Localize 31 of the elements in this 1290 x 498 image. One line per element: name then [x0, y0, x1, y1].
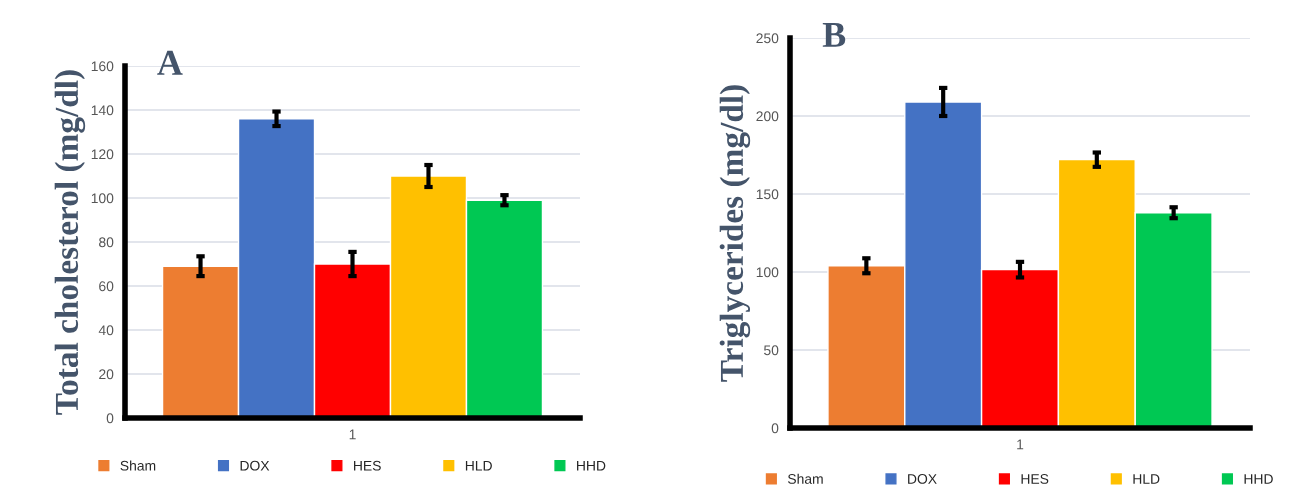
y-tick-label: 0 [106, 413, 114, 424]
legend-label: DOX [240, 460, 270, 471]
legend-label: Sham [787, 473, 823, 484]
y-tick-label: 100 [756, 267, 779, 278]
legend-label: HES [354, 460, 381, 471]
y-tick-label: 60 [99, 281, 114, 292]
legend-label: HLD [465, 460, 492, 471]
legend-label: DOX [908, 474, 937, 484]
y-axis-title: Triglycerides (mg/dl) [719, 85, 751, 382]
y-tick-label: 50 [764, 345, 779, 356]
legend-label: HES [1021, 474, 1049, 484]
y-tick-label: 200 [756, 111, 779, 122]
chart-title: A [157, 50, 183, 75]
legend-label: HHD [1244, 474, 1273, 484]
legend-label: HLD [1133, 474, 1160, 484]
y-tick-label: 160 [91, 61, 114, 72]
x-tick-label: 1 [349, 429, 356, 440]
y-tick-label: 150 [756, 189, 779, 200]
y-tick-label: 80 [99, 237, 114, 248]
y-tick-label: 140 [91, 105, 114, 116]
x-tick-label: 1 [1017, 439, 1024, 450]
y-axis-title: Total cholesterol (mg/dl) [54, 70, 86, 415]
legend-label: HHD [577, 460, 606, 471]
y-tick-label: 40 [98, 325, 114, 336]
chart-title: B [822, 23, 846, 47]
y-tick-label: 20 [99, 369, 114, 380]
y-tick-label: 100 [91, 193, 114, 204]
y-tick-label: 0 [771, 423, 779, 434]
legend-label: Sham [120, 460, 156, 471]
y-tick-label: 250 [756, 33, 779, 44]
y-tick-label: 120 [91, 149, 114, 160]
